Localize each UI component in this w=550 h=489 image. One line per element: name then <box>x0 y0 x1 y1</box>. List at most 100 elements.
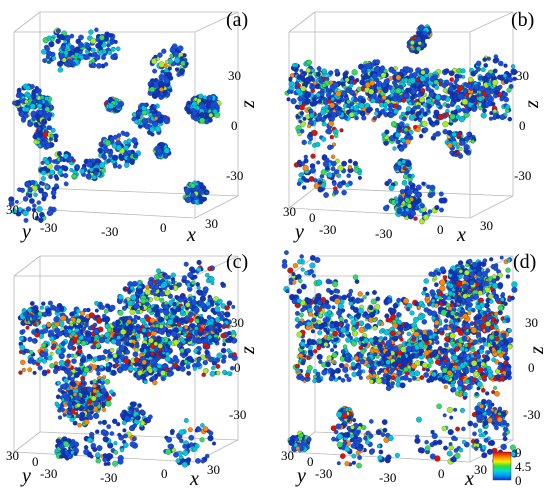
particle-b <box>330 160 337 167</box>
particle-b <box>321 121 327 127</box>
particle-b <box>451 131 457 138</box>
particle-b <box>432 132 437 138</box>
particle-c <box>224 305 230 311</box>
particle-b <box>503 63 508 68</box>
particle-a <box>23 217 29 223</box>
particle-c <box>144 324 149 329</box>
particle-a <box>199 112 205 117</box>
panel-b-y-tick-0: 0 <box>309 210 316 225</box>
particle-c <box>103 309 109 314</box>
particle-c <box>164 301 169 306</box>
particle-b <box>420 69 426 75</box>
particle-c <box>93 328 100 335</box>
particle-b <box>410 88 417 95</box>
particle-c <box>18 370 23 375</box>
particle-b <box>341 189 347 196</box>
particle-c <box>146 307 152 313</box>
particle-a <box>44 184 50 190</box>
particle-b <box>354 78 360 83</box>
particle-b <box>438 197 445 204</box>
particle-b <box>489 111 494 116</box>
particle-b <box>286 97 291 102</box>
particle-c <box>211 365 216 371</box>
particle-a <box>78 50 83 55</box>
particle-b <box>498 60 504 67</box>
particle-b <box>311 84 316 90</box>
particle-c <box>59 454 64 459</box>
particle-b <box>497 84 503 90</box>
particle-b <box>353 167 360 173</box>
particle-b <box>330 166 336 172</box>
panel-c-particle-cloud <box>17 259 238 468</box>
particle-c <box>220 347 227 354</box>
particle-b <box>421 181 426 186</box>
particle-b <box>356 86 362 92</box>
particle-b <box>301 139 307 146</box>
particle-a <box>158 80 165 88</box>
particle-c <box>84 322 89 328</box>
panel-c-x-label: x <box>189 468 199 489</box>
particle-a <box>39 211 45 218</box>
particle-b <box>346 173 351 178</box>
particle-a <box>153 109 158 114</box>
particle-c <box>177 343 182 349</box>
particle-c <box>122 428 127 433</box>
particle-b <box>393 103 399 109</box>
particle-a <box>69 44 75 51</box>
particle-a <box>206 94 213 101</box>
particle-c <box>196 357 202 362</box>
particle-b <box>349 79 354 84</box>
particle-c <box>196 266 202 273</box>
particle-c <box>192 446 198 452</box>
particle-c <box>198 316 205 323</box>
particle-c <box>104 379 111 385</box>
particle-c <box>132 351 139 358</box>
particle-b <box>303 158 309 164</box>
particle-c <box>117 432 122 437</box>
particle-b <box>321 154 328 160</box>
particle-b <box>484 88 492 96</box>
particle-c <box>92 447 98 453</box>
particle-c <box>144 302 150 307</box>
particle-c <box>79 416 85 422</box>
particle-c <box>100 377 105 382</box>
particle-c <box>117 458 124 465</box>
particle-a <box>102 48 107 54</box>
particle-b <box>415 127 421 133</box>
particle-a <box>11 208 18 215</box>
particle-a <box>110 47 116 52</box>
particle-c <box>46 369 51 374</box>
particle-b <box>383 205 389 212</box>
particle-c <box>111 321 117 327</box>
particle-a <box>123 162 130 168</box>
particle-b <box>400 111 406 116</box>
particle-b <box>492 109 497 114</box>
particle-c <box>109 304 116 311</box>
particle-a <box>90 37 97 45</box>
particle-b <box>346 103 352 109</box>
particle-c <box>68 389 73 395</box>
particle-c <box>214 306 221 313</box>
particle-b <box>396 207 403 213</box>
particle-b <box>449 150 454 155</box>
particle-c <box>95 342 101 349</box>
particle-a <box>20 117 27 123</box>
particle-b <box>347 165 353 170</box>
particle-c <box>167 340 173 346</box>
particle-b <box>473 84 480 91</box>
particle-b <box>313 183 320 189</box>
particle-b <box>348 112 355 118</box>
panel-a-label: (a) <box>226 9 248 31</box>
particle-c <box>53 361 58 366</box>
particle-c <box>47 300 53 306</box>
particle-b <box>415 112 420 117</box>
particle-b <box>398 121 405 127</box>
particle-b <box>328 70 334 76</box>
particle-a <box>50 189 57 196</box>
particle-c <box>129 285 134 291</box>
particle-b <box>407 173 412 178</box>
particle-a <box>25 107 30 112</box>
particle-c <box>29 357 34 362</box>
particle-a <box>161 48 167 54</box>
particle-b <box>409 77 416 84</box>
